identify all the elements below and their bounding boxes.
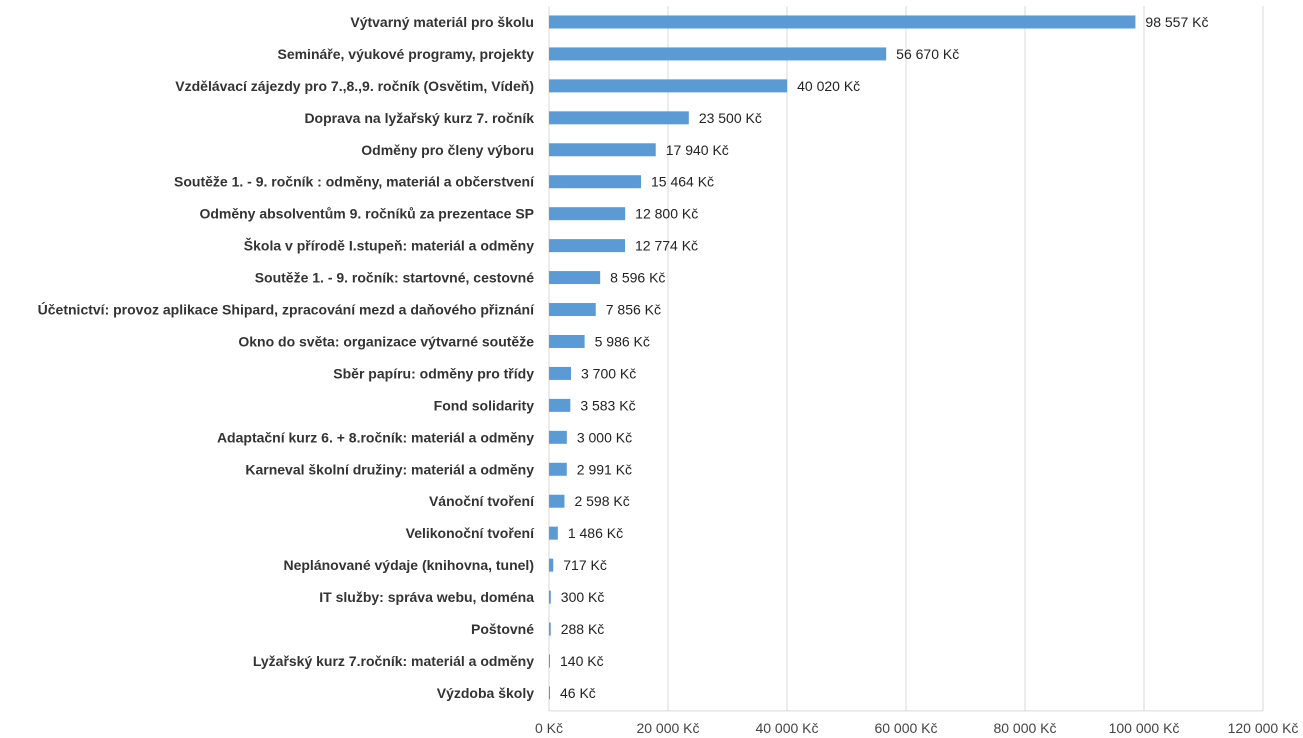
- bars: [549, 15, 1136, 700]
- category-label: Semináře, výukové programy, projekty: [277, 46, 534, 62]
- data-label: 3 000 Kč: [577, 429, 632, 445]
- bar: [549, 398, 571, 412]
- category-label: Výzdoba školy: [437, 685, 534, 701]
- category-label: Účetnictví: provoz aplikace Shipard, zpr…: [38, 301, 535, 318]
- data-label: 2 991 Kč: [577, 461, 632, 477]
- bar: [549, 15, 1136, 29]
- data-label: 15 464 Kč: [651, 174, 714, 190]
- bar: [549, 111, 689, 125]
- bar: [549, 494, 565, 508]
- category-label: Fond solidarity: [434, 397, 535, 413]
- data-label: 717 Kč: [563, 557, 607, 573]
- category-label: Soutěže 1. - 9. ročník: startovné, cesto…: [255, 270, 535, 286]
- bar: [549, 143, 656, 157]
- data-label: 2 598 Kč: [574, 493, 629, 509]
- data-label: 3 700 Kč: [581, 365, 636, 381]
- bar: [549, 462, 567, 476]
- data-label: 46 Kč: [560, 685, 596, 701]
- category-label: Okno do světa: organizace výtvarné soutě…: [238, 333, 534, 349]
- data-label: 23 500 Kč: [699, 110, 762, 126]
- x-tick-label: 80 000 Kč: [993, 720, 1056, 736]
- x-tick-label: 40 000 Kč: [755, 720, 818, 736]
- category-label: Soutěže 1. - 9. ročník : odměny, materiá…: [174, 174, 535, 190]
- bar: [549, 239, 626, 253]
- x-tick-label: 0 Kč: [535, 720, 563, 736]
- category-label: Odměny absolventům 9. ročníků za prezent…: [199, 206, 534, 222]
- bar: [549, 79, 788, 93]
- value-labels: 98 557 Kč 56 670 Kč 40 020 Kč 23 500 Kč 17 9…: [560, 14, 1208, 701]
- bar: [549, 526, 558, 540]
- bar: [549, 271, 601, 285]
- data-label: 8 596 Kč: [610, 270, 665, 286]
- category-label: Vzdělávací zájezdy pro 7.,8.,9. ročník (…: [175, 78, 534, 94]
- category-labels: Výtvarný materiál pro školu Semináře, výu…: [38, 14, 535, 701]
- data-label: 98 557 Kč: [1145, 14, 1208, 30]
- bar: [549, 590, 551, 604]
- data-label: 12 774 Kč: [635, 238, 698, 254]
- bar: [549, 622, 551, 636]
- category-label: Doprava na lyžařský kurz 7. ročník: [304, 110, 534, 126]
- bar: [549, 430, 567, 444]
- category-label: Lyžařský kurz 7.ročník: materiál a odměn…: [253, 653, 534, 669]
- category-label: Karneval školní družiny: materiál a odmě…: [245, 461, 534, 477]
- category-label: Vánoční tvoření: [429, 493, 535, 509]
- data-label: 56 670 Kč: [896, 46, 959, 62]
- category-label: Velikonoční tvoření: [406, 525, 535, 541]
- data-label: 1 486 Kč: [568, 525, 623, 541]
- category-label: Neplánované výdaje (knihovna, tunel): [283, 557, 534, 573]
- x-tick-label: 60 000 Kč: [874, 720, 937, 736]
- category-label: Sběr papíru: odměny pro třídy: [333, 365, 534, 381]
- bar: [549, 654, 550, 668]
- x-tick-label: 100 000 Kč: [1109, 720, 1180, 736]
- data-label: 5 986 Kč: [595, 333, 650, 349]
- category-label: Odměny pro členy výboru: [361, 142, 534, 158]
- bar: [549, 175, 642, 189]
- bar: [549, 334, 585, 348]
- bar: [549, 686, 550, 700]
- x-axis-tick-labels: 0 Kč 20 000 Kč 40 000 Kč 60 000 Kč 80 000 Kč…: [535, 720, 1298, 736]
- data-label: 12 800 Kč: [635, 206, 698, 222]
- x-tick-label: 20 000 Kč: [636, 720, 699, 736]
- category-label: Poštovné: [471, 621, 534, 637]
- bar: [549, 47, 887, 61]
- data-label: 40 020 Kč: [797, 78, 860, 94]
- x-tick-label: 120 000 Kč: [1228, 720, 1299, 736]
- category-label: Škola v přírodě I.stupeň: materiál a odm…: [244, 237, 534, 254]
- data-label: 3 583 Kč: [580, 397, 635, 413]
- category-label: Adaptační kurz 6. + 8.ročník: materiál a…: [217, 429, 534, 445]
- bar: [549, 366, 572, 380]
- category-label: Výtvarný materiál pro školu: [350, 14, 534, 30]
- bar: [549, 207, 626, 221]
- data-label: 288 Kč: [561, 621, 605, 637]
- data-label: 300 Kč: [561, 589, 605, 605]
- data-label: 140 Kč: [560, 653, 604, 669]
- data-label: 7 856 Kč: [606, 302, 661, 318]
- bar: [549, 303, 596, 317]
- bar: [549, 558, 554, 572]
- data-label: 17 940 Kč: [666, 142, 729, 158]
- category-label: IT služby: správa webu, doména: [319, 589, 534, 605]
